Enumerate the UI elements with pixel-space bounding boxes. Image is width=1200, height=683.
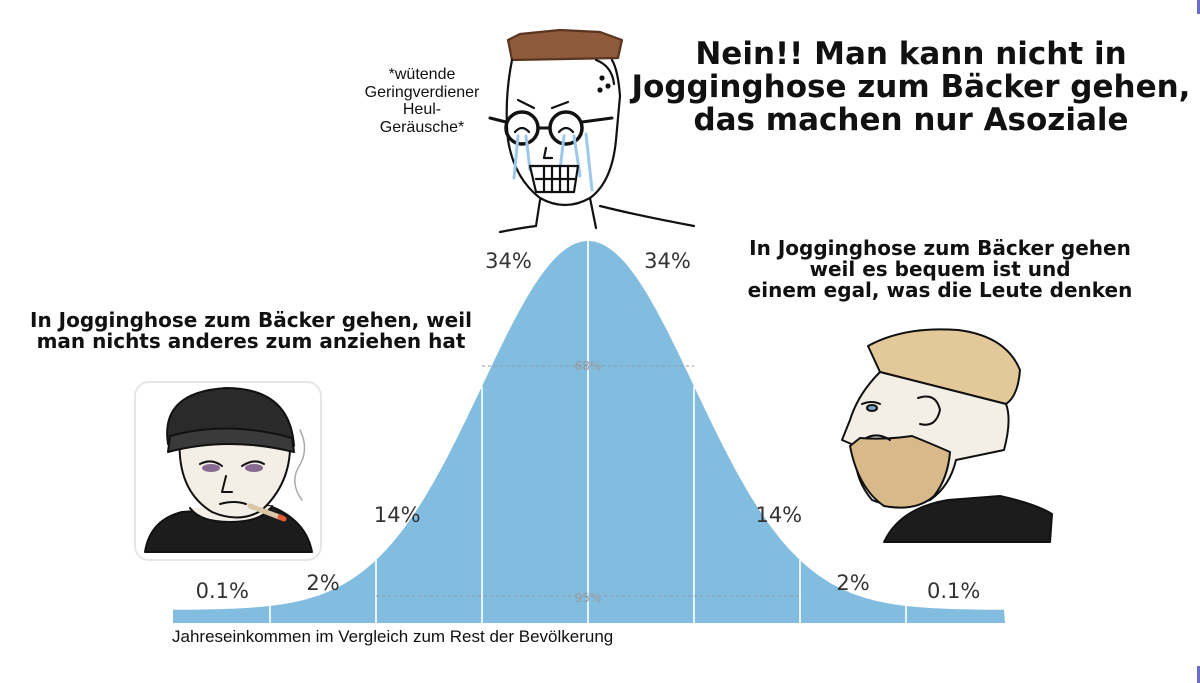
right-caption: In Jogginghose zum Bäcker gehen weil es … bbox=[720, 236, 1160, 303]
sound-line-3: Heul- bbox=[402, 101, 442, 119]
sound-line-1: *wütende bbox=[388, 66, 456, 83]
right-caption-line-3: einem egal, was die Leute denken bbox=[747, 278, 1133, 303]
right-caption-line-2: weil es bequem ist und bbox=[809, 257, 1071, 282]
top-title-line-1: Nein!! Man kann nicht in bbox=[695, 36, 1127, 72]
band-label-8: 0.1% bbox=[927, 579, 980, 603]
band-label-4: 34% bbox=[485, 249, 532, 273]
band-68-label: 68% bbox=[575, 359, 602, 373]
top-title-line-3: das machen nur Asoziale bbox=[693, 101, 1129, 138]
top-title-line-2: Jogginghose zum Bäcker gehen, bbox=[631, 68, 1191, 105]
band-label-5: 34% bbox=[644, 249, 691, 273]
sound-line-4: Geräusche* bbox=[379, 118, 465, 136]
sigma-dividers bbox=[269, 241, 907, 623]
band-label-1: 0.1% bbox=[196, 579, 249, 603]
top-title: Nein!! Man kann nicht in Jogginghose zum… bbox=[622, 38, 1200, 137]
band-label-2: 2% bbox=[306, 571, 339, 595]
doomer-illustration bbox=[134, 381, 322, 561]
left-caption-line-1: In Jogginghose zum Bäcker gehen, weil bbox=[30, 308, 472, 332]
right-caption-line-1: In Jogginghose zum Bäcker gehen bbox=[749, 236, 1131, 260]
right-edge-accent bbox=[1197, 0, 1200, 14]
x-axis-label: Jahreseinkommen im Vergleich zum Rest de… bbox=[172, 627, 614, 646]
left-caption: In Jogginghose zum Bäcker gehen, weil ma… bbox=[6, 308, 496, 354]
sound-effect-text: *wütende Geringverdiener Heul- Geräusche… bbox=[352, 66, 492, 136]
crying-nerd-illustration bbox=[488, 28, 696, 234]
band-label-6: 14% bbox=[755, 503, 802, 527]
right-edge-accent-bottom bbox=[1197, 666, 1200, 683]
band-95-label: 95% bbox=[575, 591, 602, 605]
chad-illustration bbox=[841, 328, 1053, 543]
band-label-7: 2% bbox=[836, 571, 869, 595]
sound-line-2: Geringverdiener bbox=[364, 83, 480, 101]
left-caption-line-2: man nichts anderes zum anziehen hat bbox=[36, 329, 466, 354]
band-label-3: 14% bbox=[374, 503, 421, 527]
